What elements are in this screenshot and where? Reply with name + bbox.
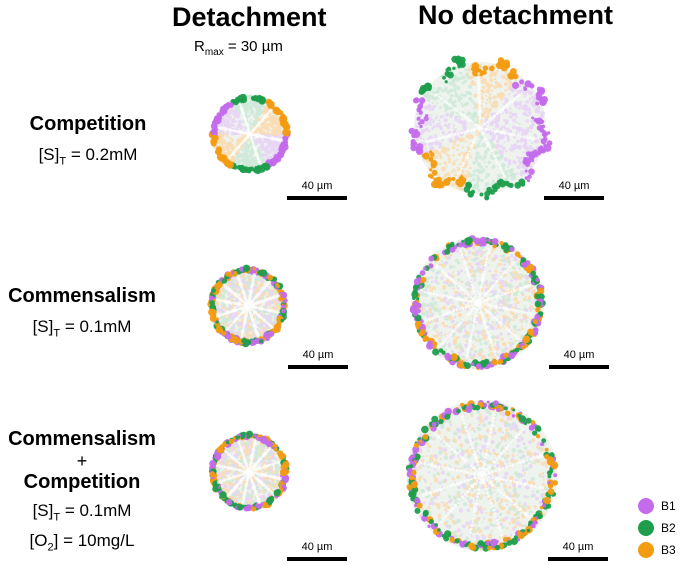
- substrate-condition: [S]T = 0.1mM: [32, 317, 132, 340]
- legend-item-b1: B1: [638, 495, 676, 517]
- scale-bar: 40 µm: [548, 541, 608, 561]
- b1-swatch: [638, 498, 654, 514]
- colony-commensalism-detachment: [207, 264, 288, 348]
- colony-competition-no-detachment: [408, 55, 553, 201]
- colony-competition-detachment: [208, 93, 291, 175]
- b3-swatch: [638, 542, 654, 558]
- oxygen-condition: [O2] = 10mg/L: [29, 531, 135, 554]
- colony-commensalism-competition-detachment: [208, 430, 290, 512]
- colony-commensalism-competition-no-detachment: [405, 400, 559, 552]
- scale-bar: 40 µm: [544, 180, 604, 200]
- legend: B1 B2 B3: [638, 495, 676, 561]
- row-title: Commensalism: [8, 428, 156, 450]
- scale-bar: 40 µm: [287, 541, 347, 561]
- row-label-commensalism-competition: Commensalism + Competition [S]T = 0.1mM …: [2, 427, 162, 560]
- row-label-competition: Competition [S]T = 0.2mM: [8, 112, 168, 173]
- column-title-detachment: Detachment: [172, 2, 327, 32]
- colony-commensalism-no-detachment: [409, 235, 546, 370]
- scale-bar: 40 µm: [549, 349, 609, 369]
- scale-bar: 40 µm: [287, 180, 347, 200]
- legend-item-b3: B3: [638, 539, 676, 561]
- substrate-condition: [S]T = 0.2mM: [38, 145, 138, 168]
- row-title-2: Competition: [23, 471, 141, 493]
- row-title: Commensalism: [8, 285, 156, 307]
- row-label-commensalism: Commensalism [S]T = 0.1mM: [2, 284, 162, 345]
- plus-sign: +: [76, 451, 88, 471]
- scale-bar: 40 µm: [288, 349, 348, 369]
- legend-item-b2: B2: [638, 517, 676, 539]
- rmax-label: Rmax = 30 µm: [194, 38, 283, 58]
- column-title-no-detachment: No detachment: [418, 0, 614, 30]
- b2-swatch: [638, 520, 654, 536]
- row-title: Competition: [29, 113, 147, 135]
- substrate-condition: [S]T = 0.1mM: [32, 501, 132, 524]
